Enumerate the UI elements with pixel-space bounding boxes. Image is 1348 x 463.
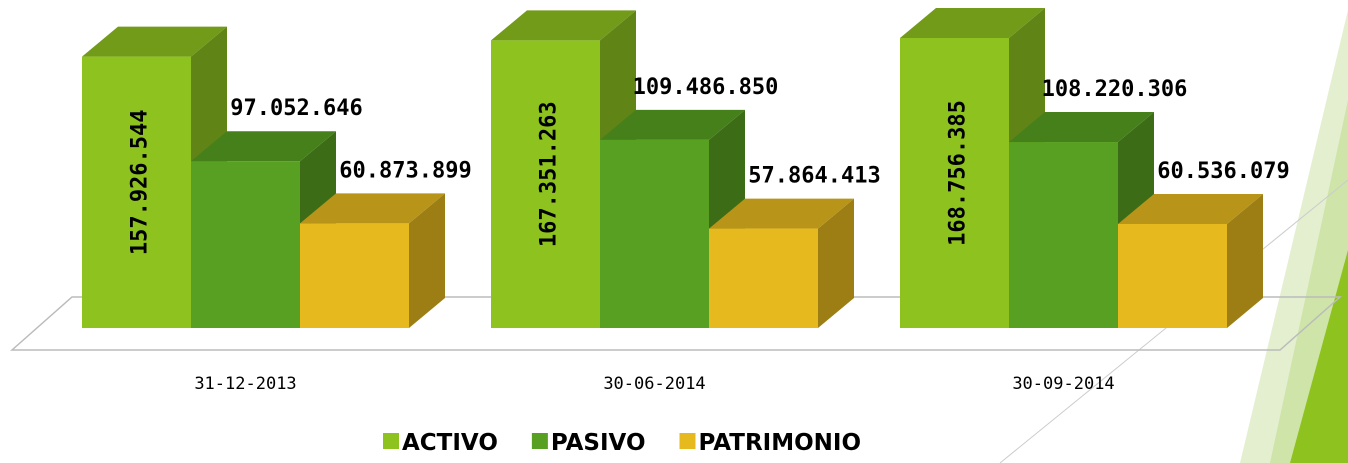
value-label: 60.873.899 <box>339 158 471 183</box>
bar-top <box>709 198 854 229</box>
legend-swatch <box>383 433 399 449</box>
x-tick-label: 30-09-2014 <box>1012 374 1114 394</box>
bar-side <box>1227 193 1263 328</box>
bar-front <box>300 223 409 328</box>
bar-top <box>900 8 1045 38</box>
bar-top <box>1118 193 1263 224</box>
bar-front <box>191 161 300 328</box>
value-label: 109.486.850 <box>633 75 779 100</box>
bar <box>709 198 854 328</box>
bar-top <box>600 109 745 140</box>
bar <box>300 193 445 328</box>
legend-label: PASIVO <box>551 430 646 456</box>
bar-top <box>300 193 445 224</box>
bar <box>1118 193 1263 328</box>
bar-top <box>491 10 636 41</box>
bar-top <box>191 131 336 162</box>
value-label: 97.052.646 <box>230 96 362 121</box>
bar-top <box>82 26 227 57</box>
value-label: 167.351.263 <box>537 101 562 247</box>
value-label: 108.220.306 <box>1042 77 1188 102</box>
value-label: 168.756.385 <box>946 100 971 246</box>
bar-front <box>709 228 818 328</box>
x-tick-label: 31-12-2013 <box>194 374 296 394</box>
value-label: 60.536.079 <box>1157 159 1289 184</box>
legend-label: PATRIMONIO <box>699 430 862 456</box>
bar-front <box>1118 223 1227 328</box>
bar-front <box>1009 142 1118 328</box>
value-label: 57.864.413 <box>748 164 880 189</box>
x-tick-label: 30-06-2014 <box>603 374 705 394</box>
bar-side <box>818 198 854 328</box>
legend-label: ACTIVO <box>402 430 498 456</box>
bar-front <box>82 56 191 329</box>
value-label: 157.926.544 <box>128 109 153 255</box>
floor <box>10 296 1342 351</box>
bar-front <box>900 38 1009 328</box>
bar-front <box>491 40 600 328</box>
bar-front <box>600 139 709 328</box>
legend-swatch <box>679 433 696 449</box>
bar-top <box>1009 112 1154 143</box>
bar-side <box>409 193 445 328</box>
legend-swatch <box>531 433 548 449</box>
